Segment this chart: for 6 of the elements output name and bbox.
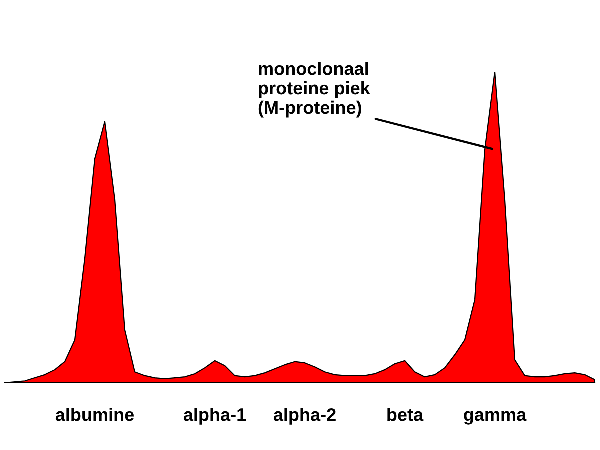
x-tick-label: gamma xyxy=(464,411,527,425)
x-tick-label: alpha-2 xyxy=(274,408,336,425)
annotation: monoclonaal proteine piek (M-proteine) xyxy=(258,62,370,118)
x-tick-label: albumine xyxy=(56,408,134,422)
x-tick-label: beta xyxy=(388,408,424,422)
x-tick-label: alpha-1 xyxy=(184,408,246,425)
